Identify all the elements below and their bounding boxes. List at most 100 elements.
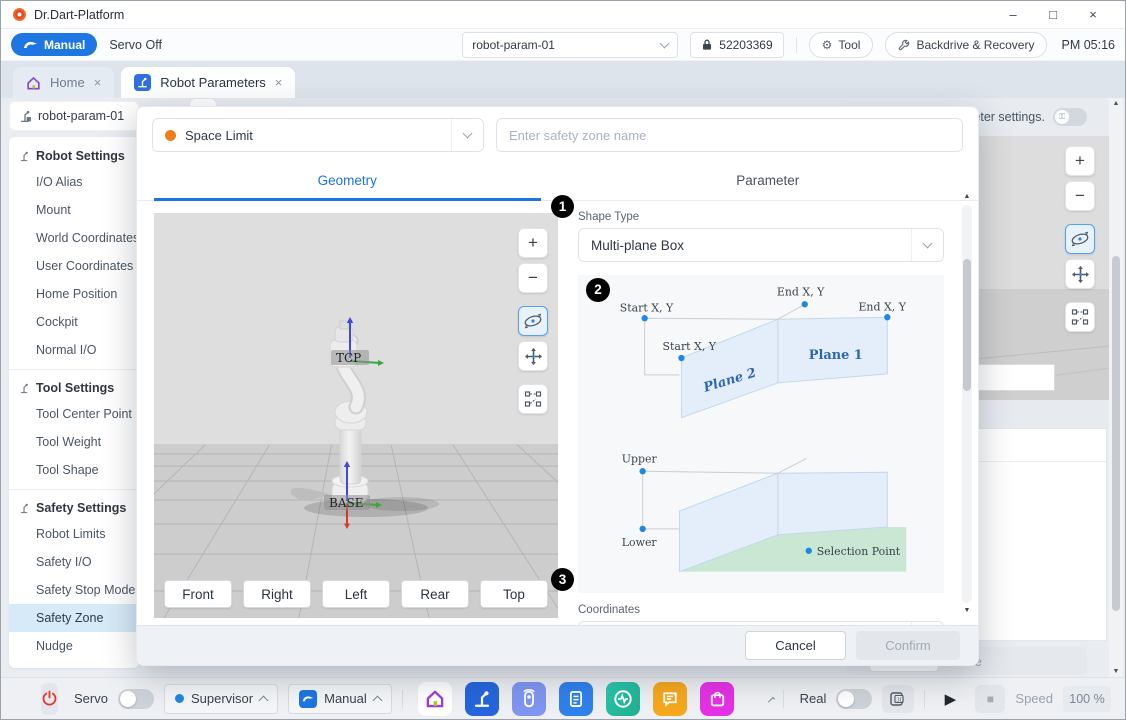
sidebar-profile-header[interactable]: robot-param-01 bbox=[9, 101, 139, 131]
chevron-up-icon bbox=[258, 695, 269, 705]
bg-measure-button[interactable] bbox=[1065, 302, 1095, 332]
view-rear-button[interactable]: Rear bbox=[401, 580, 469, 608]
chevron-down-icon bbox=[462, 128, 473, 139]
servo-toggle[interactable] bbox=[117, 688, 154, 709]
tab-bar: Home × Robot Parameters × bbox=[1, 61, 1125, 98]
toggle-knob bbox=[838, 690, 855, 707]
pan-button[interactable] bbox=[518, 341, 548, 371]
remote-app-icon[interactable] bbox=[512, 681, 547, 716]
bg-pan-button[interactable] bbox=[1065, 259, 1095, 289]
maximize-button[interactable]: □ bbox=[1049, 6, 1057, 22]
backdrive-recovery-button[interactable]: Backdrive & Recovery bbox=[885, 31, 1048, 58]
home-app-icon[interactable] bbox=[418, 681, 453, 716]
sidebar-item-cockpit[interactable]: Cockpit bbox=[36, 315, 78, 329]
stop-button[interactable]: ■ bbox=[975, 684, 1006, 713]
coordinates-label: Coordinates bbox=[578, 604, 641, 616]
param-profile-value: robot-param-01 bbox=[472, 37, 555, 52]
plane1-label: Plane 1 bbox=[809, 348, 863, 363]
power-button[interactable] bbox=[41, 682, 58, 715]
panel-scroll-down-icon[interactable]: ▼ bbox=[963, 607, 971, 614]
panel-scrollbar[interactable] bbox=[962, 205, 972, 603]
tab-geometry[interactable]: Geometry bbox=[137, 161, 558, 201]
play-button[interactable]: ▶ bbox=[944, 690, 957, 708]
sidebar-item-user-coordinates[interactable]: User Coordinates bbox=[36, 259, 134, 273]
sidebar-item-mount[interactable]: Mount bbox=[36, 203, 71, 217]
app-title: Dr.Dart-Platform bbox=[34, 7, 125, 22]
menu-divider bbox=[9, 369, 139, 370]
view-top-button[interactable]: Top bbox=[480, 580, 548, 608]
tab-home[interactable]: Home × bbox=[13, 67, 115, 98]
robot-serial-box[interactable]: 52203369 bbox=[690, 31, 784, 58]
confirm-button[interactable]: Confirm bbox=[856, 631, 960, 660]
zoom-out-button[interactable]: − bbox=[518, 263, 548, 293]
background-view-controls: + − bbox=[1065, 146, 1095, 337]
role-select[interactable]: Supervisor bbox=[163, 683, 279, 714]
dock-expand-chevron-icon[interactable] bbox=[768, 696, 776, 704]
scrollbar-thumb[interactable] bbox=[1112, 256, 1120, 611]
store-app-icon[interactable] bbox=[700, 681, 735, 716]
tab-parameter[interactable]: Parameter bbox=[736, 173, 800, 188]
speed-value-box[interactable]: 100 % bbox=[1063, 685, 1111, 712]
view-right-button[interactable]: Right bbox=[243, 580, 311, 608]
tcp-label: TCP bbox=[336, 351, 361, 365]
zoom-in-button[interactable]: + bbox=[518, 228, 548, 258]
robot-params-app-icon[interactable] bbox=[465, 681, 500, 716]
app-logo-icon bbox=[13, 8, 26, 21]
end-xy-back-label: End X, Y bbox=[777, 285, 825, 298]
start-xy-front-label: Start X, Y bbox=[663, 340, 717, 353]
sidebar-menu: Robot Settings I/O Alias Mount World Coo… bbox=[9, 137, 139, 668]
cancel-button[interactable]: Cancel bbox=[745, 631, 846, 660]
sidebar-item-tool-center-point[interactable]: Tool Center Point bbox=[36, 407, 132, 421]
panel-scroll-up-icon[interactable]: ▲ bbox=[963, 193, 971, 200]
shape-type-select[interactable]: Multi-plane Box bbox=[578, 228, 944, 262]
param-profile-select[interactable]: robot-param-01 bbox=[462, 31, 679, 58]
title-bar: Dr.Dart-Platform – □ × bbox=[1, 1, 1125, 29]
bg-zoom-out-button[interactable]: − bbox=[1065, 181, 1095, 211]
sidebar-item-home-position[interactable]: Home Position bbox=[36, 287, 118, 301]
bg-orbit-button[interactable] bbox=[1065, 224, 1095, 254]
settings-lock-toggle[interactable]: ⚿ bbox=[1053, 108, 1087, 126]
tool-button[interactable]: ⚙ Tool bbox=[808, 31, 874, 58]
sidebar-item-tool-shape[interactable]: Tool Shape bbox=[36, 463, 99, 477]
scroll-up-icon[interactable]: ▲ bbox=[1112, 100, 1120, 107]
sidebar-item-safety-io[interactable]: Safety I/O bbox=[36, 555, 92, 569]
operation-mode-select[interactable]: Manual bbox=[288, 683, 392, 714]
bg-zoom-in-button[interactable]: + bbox=[1065, 146, 1095, 176]
sidebar-item-world-coordinates[interactable]: World Coordinates bbox=[36, 231, 139, 245]
view-left-button[interactable]: Left bbox=[322, 580, 390, 608]
geometry-settings-panel: Shape Type Multi-plane Box bbox=[558, 201, 978, 655]
zone-name-input[interactable] bbox=[496, 118, 963, 152]
sidebar-item-robot-limits[interactable]: Robot Limits bbox=[36, 527, 106, 541]
monitor-app-icon[interactable] bbox=[606, 681, 641, 716]
scroll-down-icon[interactable]: ▼ bbox=[1112, 668, 1120, 675]
sidebar-item-normal-io[interactable]: Normal I/O bbox=[36, 343, 97, 357]
sidebar-item-safety-stop-modes[interactable]: Safety Stop Modes bbox=[36, 583, 139, 597]
window-scrollbar[interactable]: ▲ ▼ bbox=[1109, 98, 1123, 677]
measure-button[interactable] bbox=[518, 384, 548, 414]
minimize-button[interactable]: – bbox=[1009, 6, 1017, 22]
real-mode-toggle[interactable] bbox=[836, 688, 873, 709]
measure-icon bbox=[524, 391, 542, 407]
panel-scrollbar-thumb[interactable] bbox=[963, 259, 971, 391]
message-app-icon[interactable] bbox=[653, 681, 688, 716]
zone-type-select[interactable]: Space Limit bbox=[152, 118, 484, 152]
sidebar-item-safety-zone[interactable]: Safety Zone bbox=[9, 604, 139, 632]
sidebar-item-nudge[interactable]: Nudge bbox=[36, 639, 73, 653]
close-button[interactable]: × bbox=[1089, 6, 1097, 22]
sidebar-item-io-alias[interactable]: I/O Alias bbox=[36, 175, 83, 189]
sidebar-item-tool-weight[interactable]: Tool Weight bbox=[36, 435, 102, 449]
tab-robot-parameters-close-icon[interactable]: × bbox=[274, 75, 283, 90]
svg-text:3D: 3D bbox=[897, 697, 905, 703]
real-mode-label: Real bbox=[799, 691, 827, 706]
tab-robot-parameters[interactable]: Robot Parameters × bbox=[121, 67, 296, 98]
tab-home-close-icon[interactable]: × bbox=[93, 75, 102, 90]
mode-manual-badge[interactable]: Manual bbox=[11, 33, 98, 56]
robot-3d-viewport[interactable]: TCP BASE + − bbox=[154, 213, 558, 618]
simulator-3d-button[interactable]: 3D bbox=[882, 684, 915, 713]
docs-app-icon[interactable] bbox=[559, 681, 594, 716]
orbit-button[interactable] bbox=[518, 306, 548, 336]
view-front-button[interactable]: Front bbox=[164, 580, 232, 608]
viewer-3d-icon: 3D bbox=[890, 691, 905, 706]
servo-label: Servo bbox=[74, 691, 108, 706]
robot-section-icon bbox=[20, 503, 28, 513]
